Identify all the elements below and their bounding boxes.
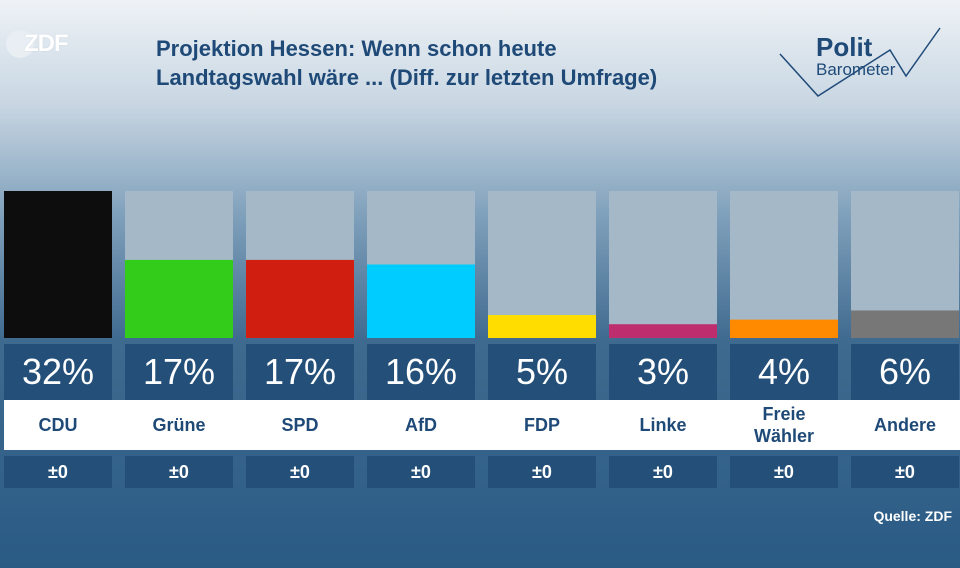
zdf-logo: ZDF — [6, 30, 82, 60]
politbarometer-check-icon — [779, 27, 941, 97]
bar-track-freie-w-hler — [730, 191, 838, 338]
value-label-andere: 6% — [851, 344, 959, 400]
source-label: Quelle: ZDF — [873, 508, 952, 524]
party-label-fdp: FDP — [524, 415, 560, 435]
party-label-row — [4, 400, 960, 450]
party-label-linke: Linke — [639, 415, 687, 435]
value-label-afd: 16% — [367, 344, 475, 400]
diff-label-linke: ±0 — [609, 456, 717, 488]
diff-label-cdu: ±0 — [4, 456, 112, 488]
zdf-logo-text: ZDF — [24, 30, 69, 57]
party-label-spd: SPD — [281, 415, 319, 435]
diff-label-gr-ne: ±0 — [125, 456, 233, 488]
diff-label-spd: ±0 — [246, 456, 354, 488]
zdf-logo-circle — [6, 30, 34, 58]
chart-title-line-2: Landtagswahl wäre ... (Diff. zur letzten… — [156, 65, 658, 90]
bar-spd — [246, 259, 354, 338]
brand-polit: Polit — [816, 32, 873, 62]
bar-cdu — [4, 191, 112, 338]
bar-linke — [609, 324, 717, 338]
chart-title: Projektion Hessen: Wenn schon heute Land… — [156, 34, 776, 92]
value-label-linke: 3% — [609, 344, 717, 400]
value-label-cdu: 32% — [4, 344, 112, 400]
value-label-gr-ne: 17% — [125, 344, 233, 400]
value-label-fdp: 5% — [488, 344, 596, 400]
bar-fdp — [488, 315, 596, 338]
bar-track-linke — [609, 191, 717, 338]
diff-label-fdp: ±0 — [488, 456, 596, 488]
party-label-andere: Andere — [873, 415, 936, 435]
bar-andere — [851, 310, 959, 338]
diff-label-freie-w-hler: ±0 — [730, 456, 838, 488]
bar-track-fdp — [488, 191, 596, 338]
brand-barometer: Barometer — [816, 60, 896, 79]
party-label-gr-ne: Grüne — [152, 415, 206, 435]
diff-label-afd: ±0 — [367, 456, 475, 488]
party-label-freie-w-hler: Freie Wähler — [753, 404, 814, 446]
politbarometer-logo: Polit Barometer — [778, 24, 946, 100]
bar-gr-ne — [125, 259, 233, 338]
bar-freie-w-hler — [730, 319, 838, 338]
value-label-spd: 17% — [246, 344, 354, 400]
party-label-afd: AfD — [405, 415, 437, 435]
bar-afd — [367, 264, 475, 338]
party-label-cdu: CDU — [38, 415, 78, 435]
chart-title-line-1: Projektion Hessen: Wenn schon heute — [156, 36, 557, 61]
diff-label-andere: ±0 — [851, 456, 959, 488]
value-label-freie-w-hler: 4% — [730, 344, 838, 400]
